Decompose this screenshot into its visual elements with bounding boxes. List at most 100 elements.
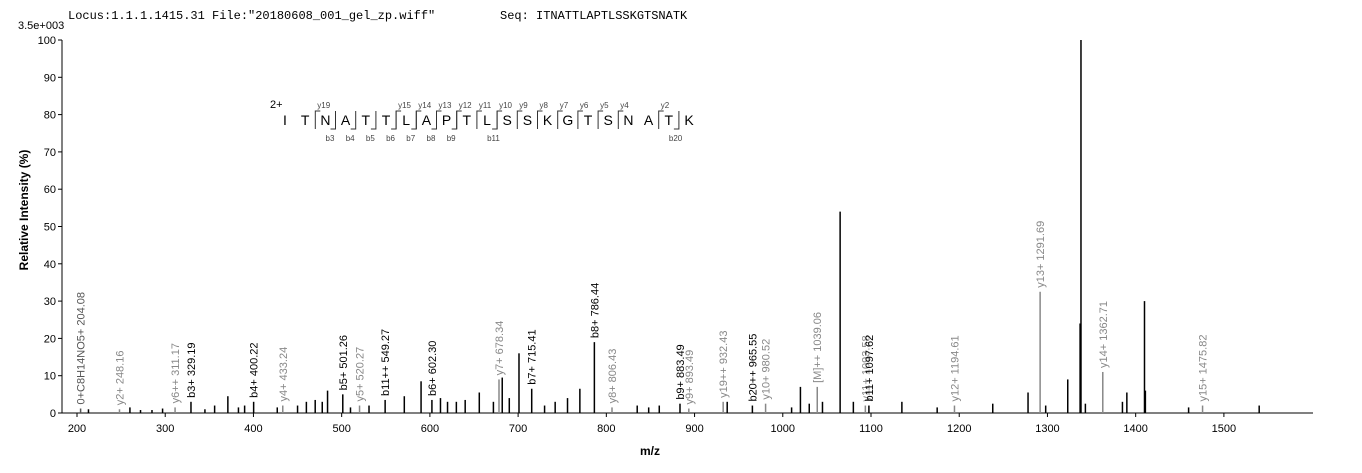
sequence-residue: A	[644, 112, 654, 128]
sequence-residue: S	[604, 112, 613, 128]
y-fragment-label: y15	[398, 101, 411, 110]
b-fragment-marker	[350, 111, 357, 130]
sequence-residue: A	[422, 112, 432, 128]
sequence-residue: G	[562, 112, 573, 128]
x-tick-label: 200	[68, 423, 86, 435]
y-tick-label: 100	[38, 35, 56, 47]
y-fragment-marker	[557, 110, 563, 129]
y-fragment-label: y6	[580, 101, 589, 110]
sequence-residue: P	[442, 112, 451, 128]
peak-label: y19++ 932.43	[718, 331, 730, 398]
y-tick-label: 50	[44, 222, 56, 234]
peak-label: y8+ 806.43	[607, 349, 619, 404]
b-fragment-label: b20	[669, 134, 683, 143]
y-fragment-label: y13	[439, 101, 452, 110]
b-fragment-marker	[451, 111, 458, 130]
scale-label: 3.5e+003	[18, 20, 64, 32]
y-fragment-marker	[597, 110, 604, 129]
sequence-residue: K	[684, 112, 694, 128]
peak-label: y12+ 1194.61	[949, 335, 961, 401]
y-fragment-marker	[516, 110, 523, 129]
sequence-residue: K	[543, 112, 553, 128]
y-tick-label: 40	[44, 259, 56, 271]
y-fragment-label: y7	[560, 101, 569, 110]
x-tick-label: 800	[597, 423, 615, 435]
y-fragment-label: y4	[620, 101, 629, 110]
x-tick-label: 600	[421, 423, 439, 435]
x-tick-label: 1400	[1123, 423, 1147, 435]
peak-label: b6+ 602.30	[427, 341, 439, 396]
y-tick-label: 70	[44, 147, 56, 159]
b-fragment-marker	[673, 111, 680, 130]
peak-label: b4+ 400.22	[249, 342, 261, 397]
sequence-residue: T	[301, 112, 310, 128]
peak-label: b3+ 329.19	[186, 342, 198, 397]
y-fragment-marker	[496, 110, 503, 129]
sequence-residue: T	[382, 112, 391, 128]
y-axis-title: Relative Intensity (%)	[17, 150, 31, 271]
b-fragment-label: b8	[427, 134, 436, 143]
peak-label: b11++ 549.27	[380, 329, 392, 396]
y-fragment-marker	[415, 110, 422, 129]
sequence-residue: A	[341, 112, 351, 128]
y-fragment-marker	[658, 110, 664, 129]
b-fragment-marker	[411, 111, 417, 130]
sequence-residue: L	[402, 112, 410, 128]
peak-label: y15+ 1475.82	[1198, 335, 1210, 402]
y-fragment-marker	[476, 110, 482, 129]
y-fragment-label: y2	[661, 101, 670, 110]
x-tick-label: 1300	[1035, 423, 1059, 435]
peak-label: y10+ 980.52	[761, 339, 773, 400]
sequence-residue: S	[503, 112, 512, 128]
b-fragment-label: b6	[386, 134, 395, 143]
sequence-residue: N	[623, 112, 633, 128]
y-fragment-label: y11	[479, 101, 492, 110]
peak-label: b7+ 715.41	[527, 329, 539, 384]
b-fragment-marker	[492, 111, 498, 130]
peak-label: b9+ 883.49	[675, 344, 687, 399]
x-tick-label: 300	[156, 423, 174, 435]
peak-label: y13+ 1291.69	[1035, 221, 1047, 288]
b-fragment-marker	[330, 111, 336, 130]
y-fragment-label: y14	[418, 101, 431, 110]
y-fragment-label: y5	[600, 101, 609, 110]
x-tick-label: 1500	[1212, 423, 1236, 435]
sequence-residue: S	[523, 112, 532, 128]
y-fragment-marker	[314, 110, 321, 129]
peak-label: y11+ 1093.58	[860, 335, 872, 401]
x-tick-label: 1200	[947, 423, 971, 435]
y-tick-label: 90	[44, 72, 56, 84]
b-fragment-label: b5	[366, 134, 375, 143]
x-tick-label: 1000	[771, 423, 795, 435]
y-fragment-marker	[395, 110, 402, 129]
y-tick-label: 30	[44, 296, 56, 308]
y-fragment-marker	[537, 110, 543, 129]
x-axis-title: m/z	[640, 444, 660, 458]
y-fragment-label: y12	[459, 101, 472, 110]
y-tick-label: 0	[50, 408, 56, 420]
y-fragment-label: y8	[540, 101, 549, 110]
y-fragment-marker	[617, 110, 624, 129]
b-fragment-label: b9	[447, 134, 456, 143]
x-tick-label: 700	[509, 423, 527, 435]
charge-label: 2+	[270, 99, 283, 111]
chart-subtitle: Seq: ITNATTLAPTLSSKGTSNATK	[500, 9, 688, 23]
x-tick-label: 1100	[859, 423, 883, 435]
sequence-residue: N	[320, 112, 330, 128]
peak-label: y9+ 893.49	[684, 350, 696, 405]
b-fragment-label: b7	[406, 134, 415, 143]
x-tick-label: 500	[332, 423, 350, 435]
chart-title: Locus:1.1.1.1415.31 File:"20180608_001_g…	[68, 9, 435, 23]
peak-label: y14+ 1362.71	[1098, 301, 1110, 368]
b-fragment-marker	[391, 111, 397, 130]
b-fragment-label: b3	[326, 134, 335, 143]
y-tick-label: 80	[44, 110, 56, 122]
b-fragment-marker	[431, 111, 437, 130]
peak-label: y5+ 520.27	[355, 347, 367, 402]
y-fragment-marker	[436, 110, 442, 129]
sequence-residue: T	[584, 112, 593, 128]
peak-label: b11+ 1097.62	[864, 335, 876, 402]
y-fragment-label: y9	[519, 101, 528, 110]
peak-label: b20++ 965.55	[747, 334, 759, 402]
b-fragment-marker	[370, 111, 377, 130]
